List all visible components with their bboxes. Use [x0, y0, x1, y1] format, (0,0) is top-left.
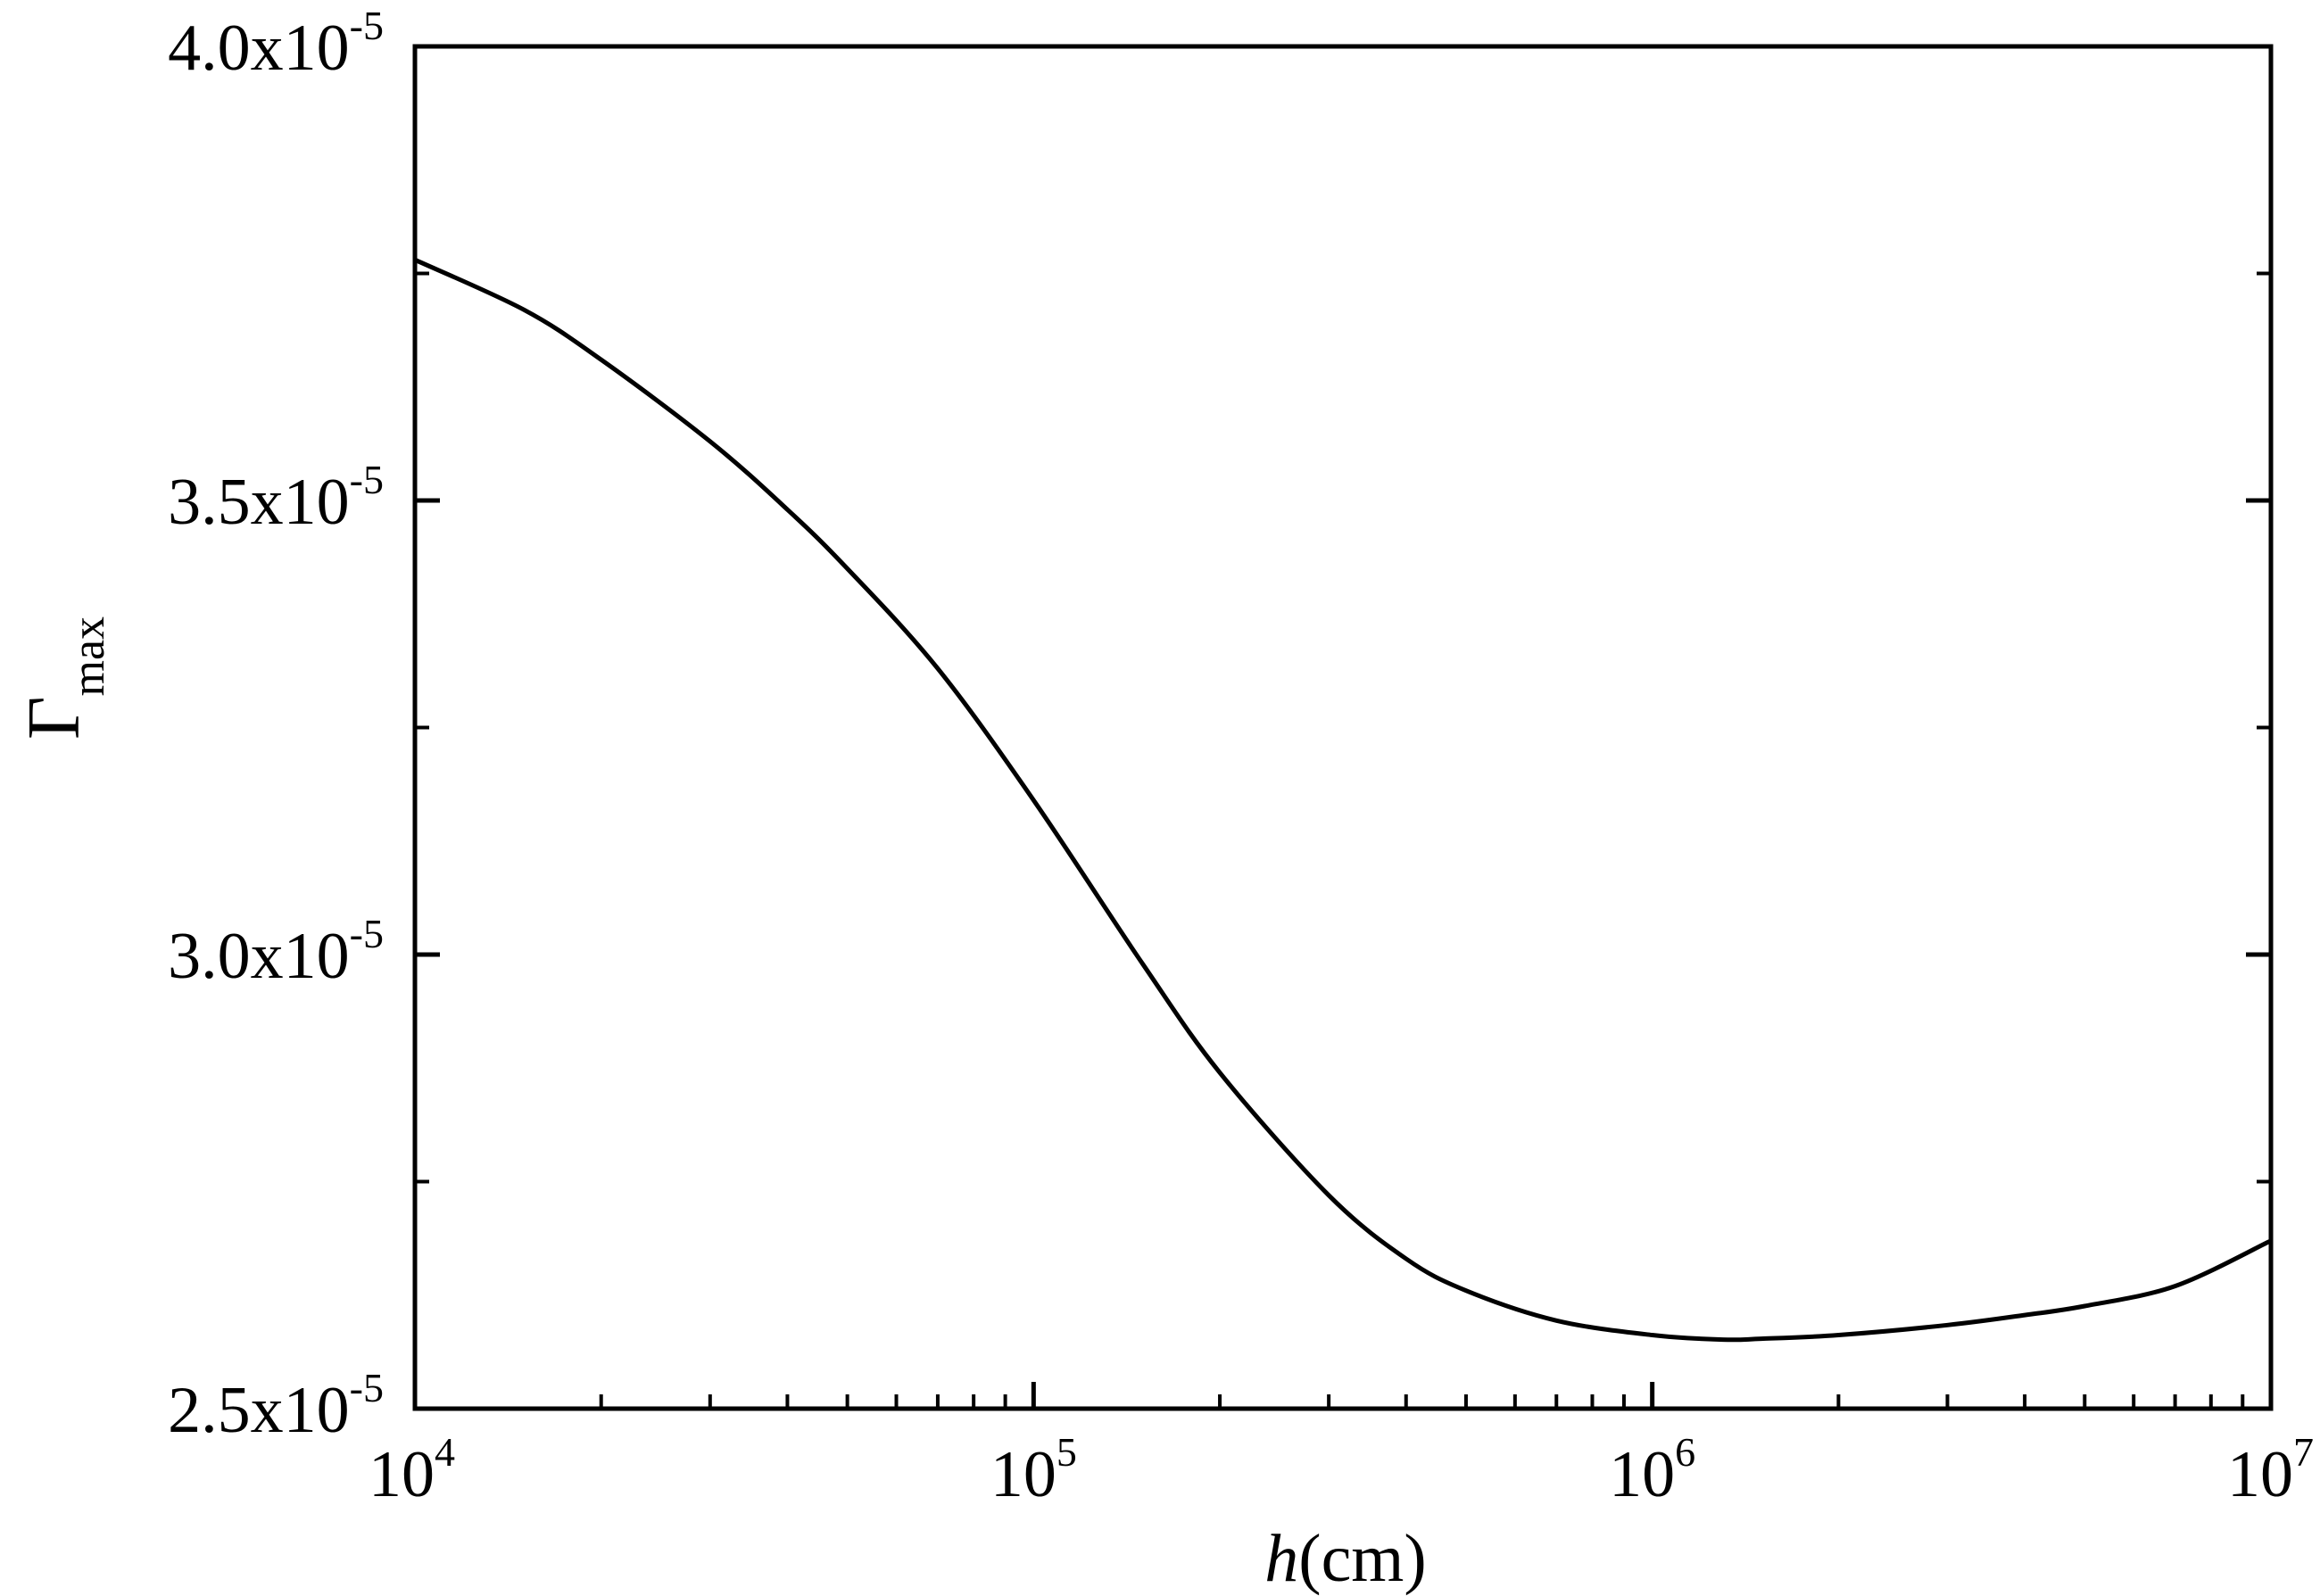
y-axis-ticks: 2.5x10-53.0x10-53.5x10-54.0x10-5	[168, 3, 2271, 1447]
y-tick-label-mantissa: 4.0x10	[168, 12, 350, 85]
x-tick-label-base: 10	[2227, 1438, 2293, 1511]
x-tick-label: 104	[369, 1429, 455, 1511]
y-tick-label-exponent: -5	[350, 3, 384, 48]
x-tick-label-exponent: 6	[1675, 1429, 1695, 1475]
y-tick-label-mantissa: 3.5x10	[168, 466, 350, 539]
series-line	[412, 257, 2274, 1343]
y-tick-label-exponent: -5	[350, 1365, 384, 1410]
x-tick-label-base: 10	[990, 1438, 1056, 1511]
y-axis-title-subscript: max	[63, 616, 114, 697]
y-tick-label-mantissa: 3.0x10	[168, 920, 350, 993]
x-tick-label: 107	[2227, 1429, 2314, 1511]
y-axis-title: Γmax	[12, 616, 114, 740]
x-axis-ticks: 104 105 106 107	[369, 1382, 2314, 1511]
y-tick-label: 3.5x10-5	[168, 457, 384, 539]
x-axis-title-unit: (cm)	[1298, 1521, 1426, 1596]
x-tick-label-base: 10	[1609, 1438, 1675, 1511]
x-tick-label-exponent: 7	[2293, 1429, 2314, 1475]
plot-frame	[412, 44, 2274, 1411]
y-tick-label-exponent: -5	[350, 911, 384, 956]
x-tick-label-exponent: 4	[435, 1429, 455, 1475]
y-tick-label: 4.0x10-5	[168, 3, 384, 85]
x-tick-label-exponent: 5	[1056, 1429, 1077, 1475]
y-tick-label-mantissa: 2.5x10	[168, 1374, 350, 1447]
x-axis-title-var: h	[1264, 1521, 1298, 1596]
x-axis-title: h(cm)	[1264, 1521, 1426, 1596]
y-tick-label-exponent: -5	[350, 457, 384, 502]
x-tick-label: 106	[1609, 1429, 1695, 1511]
y-tick-label: 2.5x10-5	[168, 1365, 384, 1447]
y-tick-label: 3.0x10-5	[168, 911, 384, 993]
y-axis-title-symbol: Γ	[12, 696, 95, 740]
x-tick-label-base: 10	[369, 1438, 435, 1511]
x-tick-label: 105	[990, 1429, 1077, 1511]
